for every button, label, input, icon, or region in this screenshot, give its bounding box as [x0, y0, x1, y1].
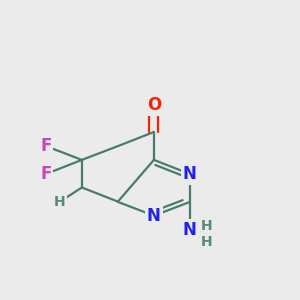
Text: H: H: [54, 195, 66, 208]
Text: H: H: [201, 220, 212, 233]
Text: F: F: [40, 165, 52, 183]
Text: F: F: [40, 137, 52, 155]
Text: H: H: [201, 235, 212, 249]
Text: N: N: [183, 165, 197, 183]
Text: O: O: [147, 96, 161, 114]
Text: N: N: [183, 221, 197, 239]
Text: N: N: [147, 207, 161, 225]
